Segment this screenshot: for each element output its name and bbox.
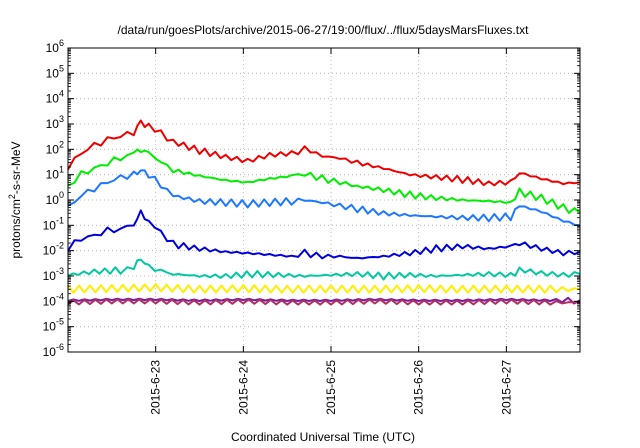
y-axis-title: protons/cm2-s-sr-MeV (7, 141, 23, 258)
y-tick-label: 10-6 (43, 342, 64, 359)
chart-title: /data/run/goesPlots/archive/2015-06-27/1… (118, 23, 530, 37)
y-tick-label: 10-2 (43, 241, 64, 258)
series-line (67, 283, 581, 294)
y-axis-title-suffix: -s-sr-MeV (9, 141, 23, 194)
y-tick-label: 10-5 (43, 317, 64, 334)
grid-layer (68, 48, 580, 352)
series-layer (67, 119, 581, 306)
y-tick-label: 100 (46, 190, 64, 207)
x-tick-label: 2015-6-23 (149, 360, 163, 415)
y-tick-label: 104 (46, 89, 64, 106)
y-tick-label: 106 (46, 38, 64, 55)
y-tick-label: 10-1 (43, 215, 64, 232)
y-tick-label: 10-4 (43, 291, 64, 308)
y-tick-label: 105 (46, 63, 64, 80)
x-tick-label: 2015-6-27 (499, 360, 513, 415)
tick-layer: 106 105 104 103 102 101 100 10-1 10-2 10-3 10-4 10-… (43, 38, 580, 415)
series-line (67, 119, 581, 187)
y-tick-label: 10-3 (43, 266, 64, 283)
series-line (67, 258, 581, 281)
series-line (67, 148, 581, 214)
x-axis-title: Coordinated Universal Time (UTC) (231, 430, 415, 444)
y-tick-label: 103 (46, 114, 64, 131)
series-line (67, 296, 581, 305)
series-line (67, 209, 581, 260)
series-line (67, 169, 581, 227)
y-tick-label: 102 (46, 139, 64, 156)
x-tick-label: 2015-6-24 (236, 360, 250, 415)
series-line (67, 298, 581, 306)
y-axis-title-sup: 2 (7, 194, 17, 199)
x-tick-label: 2015-6-26 (412, 360, 426, 415)
x-tick-label: 2015-6-25 (324, 360, 338, 415)
y-axis-title-prefix: protons/cm (9, 199, 23, 258)
y-tick-label: 101 (46, 165, 64, 182)
